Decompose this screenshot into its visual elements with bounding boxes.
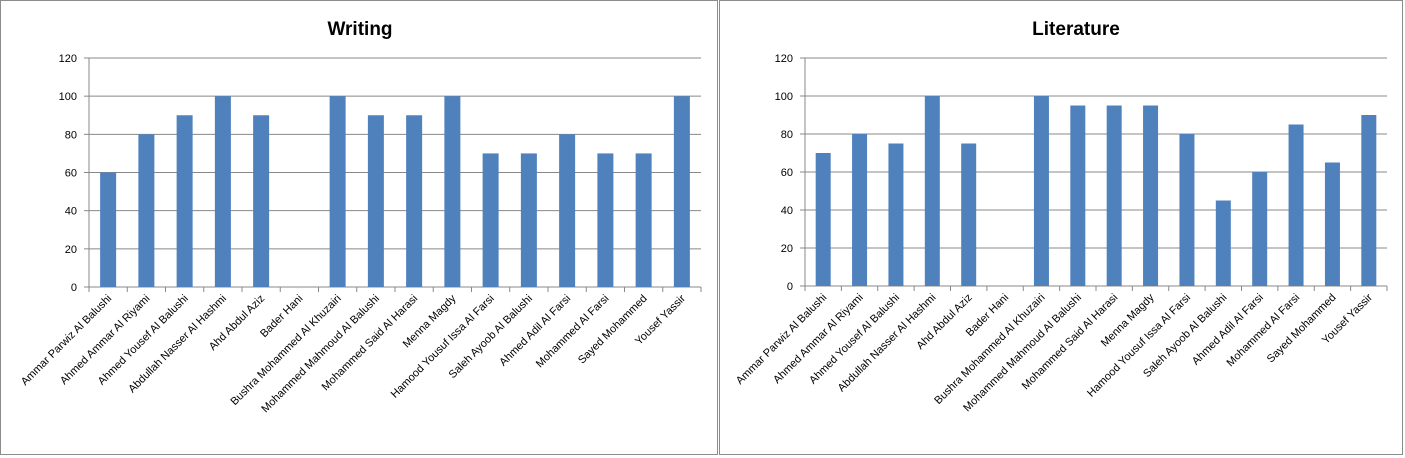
y-tick-label: 80 bbox=[65, 129, 77, 141]
y-tick-label: 80 bbox=[781, 129, 793, 141]
bar bbox=[559, 134, 576, 287]
bar bbox=[100, 172, 117, 287]
x-category-label: Sayed Mohammed bbox=[576, 293, 650, 367]
chart-title: Writing bbox=[327, 19, 392, 40]
bar bbox=[1252, 172, 1268, 286]
y-tick-label: 60 bbox=[781, 167, 793, 179]
y-tick-label: 100 bbox=[775, 91, 793, 103]
bar bbox=[1288, 124, 1304, 286]
y-tick-label: 60 bbox=[65, 168, 77, 180]
x-category-label: Ahmed Adil Al Farsi bbox=[497, 293, 573, 369]
bar bbox=[1324, 162, 1340, 286]
bar bbox=[214, 96, 231, 288]
y-tick-label: 0 bbox=[71, 282, 77, 294]
bar bbox=[253, 115, 270, 287]
y-tick-label: 20 bbox=[65, 244, 77, 256]
bar bbox=[924, 96, 940, 286]
bar bbox=[367, 115, 384, 287]
x-category-label: Sayed Mohammed bbox=[1265, 292, 1339, 366]
bar bbox=[1215, 200, 1231, 286]
bar bbox=[138, 134, 155, 287]
x-category-label: Mohammed Al Farsi bbox=[534, 293, 612, 371]
bar bbox=[406, 115, 423, 287]
literature-chart-panel: Literature 0 20 40 60 80 100 120 Ammar Parwiz A… bbox=[719, 0, 1403, 455]
bar bbox=[1106, 105, 1122, 286]
bar bbox=[961, 143, 977, 286]
bar bbox=[635, 153, 652, 287]
y-tick-label: 120 bbox=[775, 53, 793, 65]
y-tick-label: 20 bbox=[781, 243, 793, 255]
bar bbox=[1070, 105, 1086, 286]
y-tick-label: 40 bbox=[65, 206, 77, 218]
bar bbox=[597, 153, 614, 287]
bar bbox=[852, 134, 868, 286]
y-tick-label: 120 bbox=[59, 53, 77, 65]
bar bbox=[888, 143, 904, 286]
bar bbox=[444, 96, 461, 288]
bar bbox=[673, 96, 690, 288]
bar bbox=[329, 96, 346, 288]
bar bbox=[520, 153, 537, 287]
chart-title: Literature bbox=[1032, 19, 1120, 40]
bar bbox=[1179, 134, 1195, 286]
bar bbox=[815, 153, 831, 286]
y-tick-label: 40 bbox=[781, 205, 793, 217]
bar bbox=[1361, 115, 1377, 286]
bar bbox=[1143, 105, 1159, 286]
y-tick-label: 100 bbox=[59, 91, 77, 103]
bar bbox=[482, 153, 499, 287]
y-tick-label: 0 bbox=[787, 281, 793, 293]
bar bbox=[1033, 96, 1049, 286]
bar bbox=[176, 115, 193, 287]
writing-chart-panel: Writing 0 20 40 60 80 100 120 Ammar Parwiz Al B… bbox=[0, 0, 718, 455]
